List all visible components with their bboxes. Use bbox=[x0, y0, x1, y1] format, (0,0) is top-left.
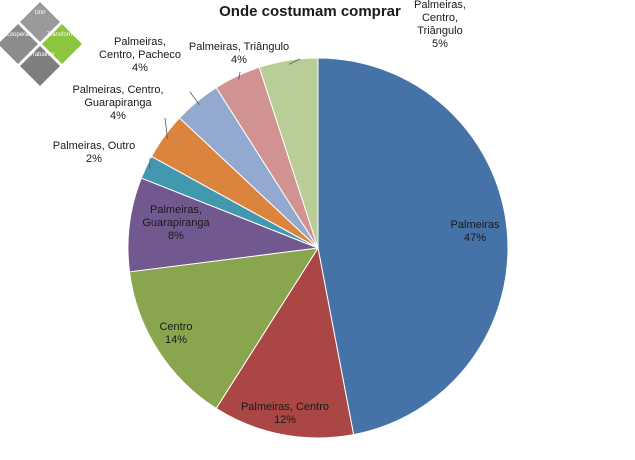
slice-label: Palmeiras, Triângulo 4% bbox=[189, 41, 289, 66]
logo-diamond-bottom bbox=[20, 46, 60, 86]
logo-word-cooperar: Cooperar bbox=[5, 32, 30, 38]
pie-slice bbox=[215, 246, 355, 439]
logo: Unir Cooperar Transformar Trabalhar bbox=[0, 2, 82, 86]
logo-word-transformar: Transformar bbox=[47, 32, 79, 38]
slice-label: Palmeiras, Guarapiranga 8% bbox=[142, 204, 210, 242]
leader-line bbox=[164, 117, 168, 139]
leader-lines bbox=[149, 58, 301, 169]
pie-slices bbox=[127, 57, 509, 439]
logo-word-trabalhar: Trabalhar bbox=[29, 52, 54, 58]
logo-diamond-left bbox=[0, 24, 38, 64]
slice-labels: Palmeiras 47% Palmeiras, Centro 12% Centro 14… bbox=[53, 0, 500, 426]
slice-label: Palmeiras, Outro 2% bbox=[53, 140, 136, 165]
pie-slice bbox=[317, 57, 509, 436]
slice-label: Palmeiras, Centro, Triângulo 5% bbox=[414, 0, 466, 50]
chart-title: Onde costumam comprar bbox=[219, 3, 401, 20]
slice-label: Palmeiras, Centro, Pacheco 4% bbox=[99, 36, 181, 74]
slice-label: Palmeiras, Centro, Guarapiranga 4% bbox=[72, 84, 163, 122]
slice-label: Centro 14% bbox=[159, 321, 192, 346]
leader-line bbox=[189, 91, 200, 105]
slice-label: Palmeiras 47% bbox=[451, 219, 500, 244]
logo-diamond-top bbox=[20, 2, 60, 42]
pie-slice bbox=[128, 247, 319, 410]
slice-label: Palmeiras, Centro 12% bbox=[241, 401, 329, 426]
logo-diamond-right bbox=[42, 24, 82, 64]
pie-slice bbox=[127, 177, 319, 273]
leader-line bbox=[288, 58, 301, 65]
pie-slice bbox=[258, 57, 319, 249]
leader-line bbox=[238, 71, 241, 80]
logo-word-unir: Unir bbox=[34, 10, 45, 16]
